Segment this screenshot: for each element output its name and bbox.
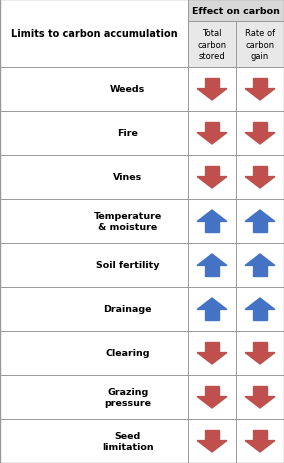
Polygon shape bbox=[245, 177, 275, 188]
Polygon shape bbox=[245, 133, 275, 144]
Polygon shape bbox=[253, 342, 267, 353]
Text: Drainage: Drainage bbox=[104, 305, 152, 314]
Polygon shape bbox=[245, 211, 275, 222]
Polygon shape bbox=[253, 222, 267, 232]
Polygon shape bbox=[253, 310, 267, 320]
Bar bbox=[188, 22, 284, 68]
Text: Weeds: Weeds bbox=[110, 85, 145, 94]
Polygon shape bbox=[245, 397, 275, 408]
Polygon shape bbox=[197, 89, 227, 101]
Text: Temperature
& moisture: Temperature & moisture bbox=[94, 212, 162, 231]
Polygon shape bbox=[205, 222, 219, 232]
Polygon shape bbox=[205, 266, 219, 276]
Polygon shape bbox=[197, 177, 227, 188]
Text: Rate of
carbon
gain: Rate of carbon gain bbox=[245, 29, 275, 61]
Text: Fire: Fire bbox=[117, 129, 138, 138]
Polygon shape bbox=[205, 310, 219, 320]
Polygon shape bbox=[197, 353, 227, 364]
Polygon shape bbox=[205, 342, 219, 353]
Polygon shape bbox=[205, 167, 219, 177]
Polygon shape bbox=[197, 397, 227, 408]
Polygon shape bbox=[197, 298, 227, 310]
Text: Total
carbon
stored: Total carbon stored bbox=[197, 29, 227, 61]
Polygon shape bbox=[253, 167, 267, 177]
Bar bbox=[188, 0, 284, 22]
Polygon shape bbox=[205, 430, 219, 441]
Polygon shape bbox=[205, 79, 219, 89]
Polygon shape bbox=[245, 89, 275, 101]
Polygon shape bbox=[245, 298, 275, 310]
Polygon shape bbox=[197, 255, 227, 266]
Text: Grazing
pressure: Grazing pressure bbox=[104, 388, 151, 407]
Polygon shape bbox=[205, 123, 219, 133]
Text: Vines: Vines bbox=[113, 173, 143, 182]
Bar bbox=[0, 0, 188, 68]
Polygon shape bbox=[245, 353, 275, 364]
Text: Clearing: Clearing bbox=[106, 349, 150, 358]
Polygon shape bbox=[197, 211, 227, 222]
Polygon shape bbox=[197, 133, 227, 144]
Text: Soil fertility: Soil fertility bbox=[96, 261, 160, 270]
Polygon shape bbox=[245, 441, 275, 452]
Text: Seed
limitation: Seed limitation bbox=[102, 432, 154, 450]
Polygon shape bbox=[253, 123, 267, 133]
Polygon shape bbox=[197, 441, 227, 452]
Polygon shape bbox=[253, 79, 267, 89]
Polygon shape bbox=[253, 430, 267, 441]
Polygon shape bbox=[253, 386, 267, 397]
Text: Limits to carbon accumulation: Limits to carbon accumulation bbox=[11, 29, 177, 39]
Text: Effect on carbon: Effect on carbon bbox=[192, 6, 280, 15]
Polygon shape bbox=[205, 386, 219, 397]
Polygon shape bbox=[245, 255, 275, 266]
Polygon shape bbox=[253, 266, 267, 276]
